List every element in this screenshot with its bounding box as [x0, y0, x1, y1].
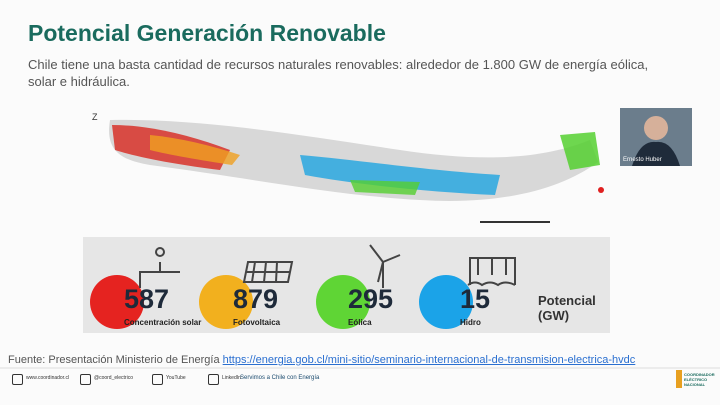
footer-item[interactable]: @coord_electrico [94, 375, 133, 381]
map: Z [92, 112, 604, 223]
icons [139, 244, 516, 288]
footer-icon [80, 374, 91, 385]
logo-mark [676, 370, 682, 388]
stat-label: Concentración solar [124, 318, 202, 327]
subtitle: Chile tiene una basta cantidad de recurs… [28, 57, 649, 89]
svg-text:Z: Z [92, 112, 98, 122]
stat-label: Hidro [460, 318, 481, 327]
source-link[interactable]: https://energia.gob.cl/mini-sitio/semina… [222, 354, 636, 366]
footer-item[interactable]: www.coordinador.cl [26, 375, 70, 381]
footer-item[interactable]: YouTube [166, 375, 186, 381]
stat-label: Fotovoltaica [233, 318, 281, 327]
stat-label: Eólica [348, 318, 372, 327]
tagline: Servimos a Chile con Energía [240, 375, 320, 381]
stat-value: 879 [233, 284, 279, 314]
footer-icon [152, 374, 163, 385]
pv-circle [199, 275, 253, 329]
stats-caption: Potencial (GW) [538, 293, 596, 323]
footer-item[interactable]: LinkedIn [222, 375, 241, 381]
footer-icon [208, 374, 219, 385]
stat-value: 15 [460, 284, 491, 314]
wind-circle [316, 275, 370, 329]
source: Fuente: Presentación Ministerio de Energ… [8, 354, 635, 366]
title: Potencial Generación Renovable [28, 20, 386, 46]
source-text: Fuente: Presentación Ministerio de Energ… [8, 354, 220, 366]
solar-circle [90, 275, 144, 329]
footer-icon [12, 374, 23, 385]
stat-value: 587 [124, 284, 170, 314]
speaker-name: Ernesto Huber [623, 157, 662, 163]
stat-value: 295 [348, 284, 394, 314]
hydro-circle [419, 275, 473, 329]
logo-text: COORDINADOR ELÉCTRICO NACIONAL [684, 372, 715, 387]
